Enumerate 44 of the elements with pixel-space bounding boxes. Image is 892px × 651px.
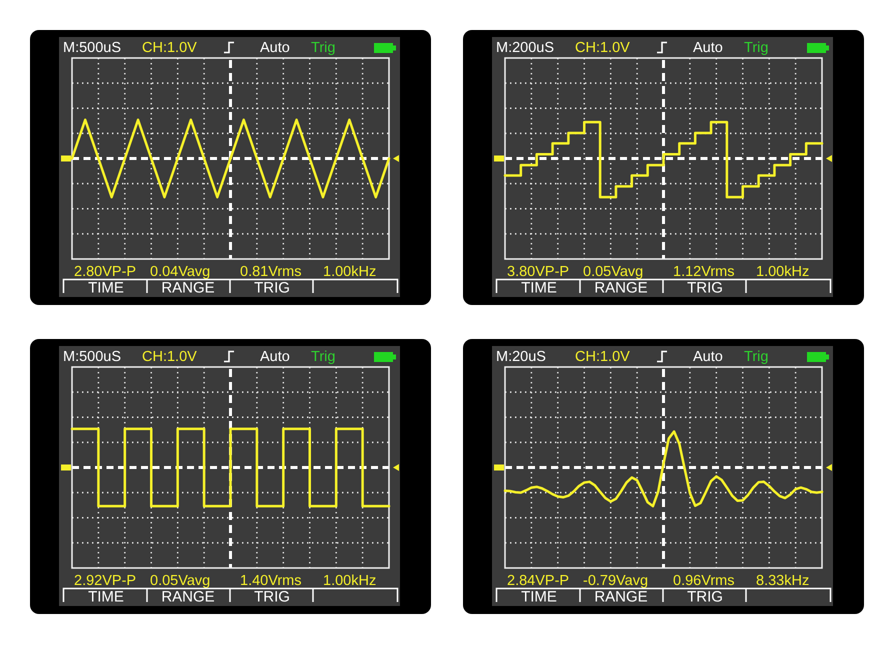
text: 0.96Vrms	[673, 573, 735, 589]
text: 2.92VP-P	[74, 573, 136, 589]
text: 1.40Vrms	[240, 573, 302, 589]
text: -0.79Vavg	[583, 573, 648, 589]
text: Trig	[311, 349, 336, 365]
text: M:500uS	[63, 349, 122, 365]
text: TRIG	[687, 280, 723, 296]
text: RANGE	[594, 588, 648, 606]
text: RANGE	[161, 280, 215, 296]
text: 3.80VP-P	[507, 264, 570, 280]
text: 1.00kHz	[323, 264, 376, 280]
text: TIME	[521, 588, 557, 606]
text: M:20uS	[496, 349, 546, 365]
text: RANGE	[594, 280, 648, 296]
text: 0.05Vavg	[583, 264, 644, 280]
text: 1.00kHz	[323, 573, 376, 589]
text: RANGE	[161, 588, 215, 606]
text: M:200uS	[496, 40, 554, 56]
text: CH:1.0V	[142, 40, 198, 56]
text: Auto	[260, 40, 290, 56]
text: 0.81Vrms	[240, 264, 302, 280]
text: M:500uS	[63, 40, 122, 56]
text: Trig	[744, 349, 768, 365]
text: CH:1.0V	[142, 349, 198, 365]
text: TIME	[88, 588, 124, 606]
text: TIME	[521, 280, 557, 296]
text: 1.00kHz	[756, 264, 810, 280]
text: TIME	[88, 280, 124, 296]
text: Trig	[311, 40, 336, 56]
text: 1.12Vrms	[673, 264, 735, 280]
text: CH:1.0V	[575, 349, 630, 365]
text: Auto	[260, 349, 290, 365]
text: Trig	[744, 40, 768, 56]
text: TRIG	[687, 588, 723, 606]
text: 2.84VP-P	[507, 573, 570, 589]
text: 8.33kHz	[756, 573, 810, 589]
text: 2.80VP-P	[74, 264, 136, 280]
text: 0.05Vavg	[150, 573, 210, 589]
text: TRIG	[254, 588, 290, 606]
text: Auto	[693, 40, 723, 56]
text: TRIG	[254, 280, 290, 296]
text: 0.04Vavg	[150, 264, 210, 280]
text: Auto	[693, 349, 723, 365]
text: CH:1.0V	[575, 40, 630, 56]
